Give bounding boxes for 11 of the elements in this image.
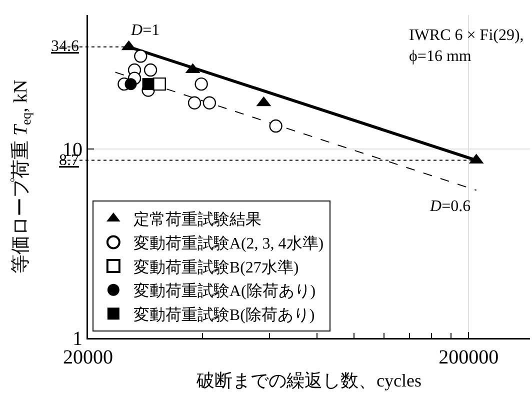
legend-label: 変動荷重試験B(27水準): [133, 258, 299, 276]
annotation: D=1: [130, 22, 160, 39]
x-axis-title: 破断までの繰返し数、cycles: [196, 370, 422, 390]
ref-line-label: 34.6: [51, 38, 79, 55]
annotation: IWRC 6 × Fi(29), ϕ=16 mm: [409, 27, 524, 65]
legend-label: 変動荷重試験B(除荷あり): [133, 306, 315, 324]
legend-label: 変動荷重試験A(除荷あり): [133, 282, 316, 300]
legend-label: 定常荷重試験結果: [133, 210, 262, 229]
legend-label: 変動荷重試験A(2, 3, 4水準): [133, 234, 324, 252]
annotation: D=0.6: [429, 198, 471, 215]
x-tick-label: 200000: [438, 346, 499, 368]
